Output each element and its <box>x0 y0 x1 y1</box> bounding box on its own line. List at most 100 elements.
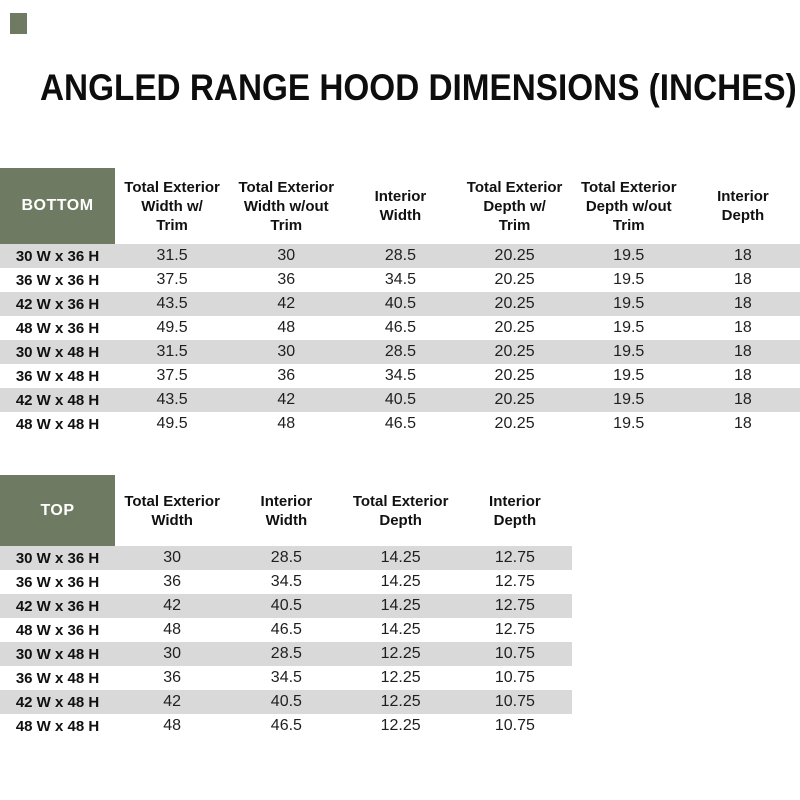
dimension-value: 42 <box>163 597 182 614</box>
dimension-value: 12.75 <box>494 549 535 566</box>
top-table-rows: 30 W x 36 H 30 28.5 14.25 12.75 36 W x 36 H 36… <box>0 546 572 738</box>
table-row: 48 W x 48 H 48 46.5 12.25 10.75 <box>0 714 572 738</box>
bottom-table-column-header: Total Exterior Width w/ Trim <box>124 178 220 234</box>
bottom-table-column-header: Total Exterior Width w/out Trim <box>238 178 335 234</box>
row-size-label: 48 W x 48 H <box>15 717 100 735</box>
dimension-value: 12.75 <box>494 597 535 614</box>
top-table-column-header: Interior Width <box>260 492 313 529</box>
top-table-column-header: Interior Depth <box>489 492 541 529</box>
dimension-value: 19.5 <box>613 319 645 336</box>
bottom-table-header-row: BOTTOM Total Exterior Width w/ Trim Total… <box>0 168 800 244</box>
dimension-value: 37.5 <box>156 367 188 384</box>
dimension-value: 14.25 <box>380 597 421 614</box>
dimension-value: 20.25 <box>494 247 535 264</box>
dimension-value: 28.5 <box>270 549 302 566</box>
dimension-value: 20.25 <box>494 391 535 408</box>
dimension-value: 30 <box>163 549 182 566</box>
bottom-table-column-header: Total Exterior Depth w/ Trim <box>466 178 563 234</box>
row-size-label: 48 W x 36 H <box>15 319 100 337</box>
dimension-value: 12.75 <box>494 621 535 638</box>
dimension-value: 19.5 <box>613 247 645 264</box>
bottom-table-rows: 30 W x 36 H 31.5 30 28.5 20.25 19.5 18 36 W x 3… <box>0 244 800 436</box>
dimension-value: 40.5 <box>384 391 416 408</box>
dimension-value: 42 <box>163 693 182 710</box>
table-row: 42 W x 36 H 43.5 42 40.5 20.25 19.5 18 <box>0 292 800 316</box>
dimension-value: 46.5 <box>384 319 416 336</box>
bottom-table-column-header: Interior Width <box>374 188 427 224</box>
dimension-value: 10.75 <box>494 645 535 662</box>
dimension-value: 12.25 <box>380 717 421 734</box>
dimension-value: 14.25 <box>380 549 421 566</box>
dimension-value: 34.5 <box>384 367 416 384</box>
bottom-table-column-header: Total Exterior Depth w/out Trim <box>580 178 677 234</box>
dimension-value: 49.5 <box>156 415 188 432</box>
dimension-value: 31.5 <box>156 247 188 264</box>
table-row: 36 W x 48 H 36 34.5 12.25 10.75 <box>0 666 572 690</box>
table-row: 30 W x 48 H 30 28.5 12.25 10.75 <box>0 642 572 666</box>
row-size-label: 30 W x 36 H <box>15 549 100 567</box>
row-size-label: 42 W x 36 H <box>15 295 100 313</box>
dimension-value: 10.75 <box>494 693 535 710</box>
row-size-label: 42 W x 48 H <box>15 693 100 711</box>
dimension-value: 10.75 <box>494 669 535 686</box>
dimension-value: 30 <box>277 343 296 360</box>
page-title: ANGLED RANGE HOOD DIMENSIONS (INCHES) <box>40 67 797 108</box>
row-size-label: 30 W x 48 H <box>15 645 100 663</box>
dimension-value: 14.25 <box>380 621 421 638</box>
dimension-value: 20.25 <box>494 343 535 360</box>
dimension-value: 20.25 <box>494 367 535 384</box>
bottom-table-column-header: Interior Depth <box>717 188 769 224</box>
dimension-value: 49.5 <box>156 319 188 336</box>
dimension-value: 18 <box>734 319 752 336</box>
dimension-value: 18 <box>734 295 752 312</box>
table-row: 36 W x 48 H 37.5 36 34.5 20.25 19.5 18 <box>0 364 800 388</box>
dimension-value: 36 <box>163 573 182 590</box>
dimension-value: 34.5 <box>270 669 302 686</box>
dimension-value: 48 <box>163 717 182 734</box>
dimension-value: 34.5 <box>384 271 416 288</box>
dimension-value: 43.5 <box>156 295 188 312</box>
dimension-value: 28.5 <box>270 645 302 662</box>
row-size-label: 36 W x 48 H <box>15 367 100 385</box>
dimension-value: 20.25 <box>494 415 535 432</box>
table-row: 42 W x 48 H 42 40.5 12.25 10.75 <box>0 690 572 714</box>
table-row: 36 W x 36 H 37.5 36 34.5 20.25 19.5 18 <box>0 268 800 292</box>
dimension-value: 30 <box>277 247 296 264</box>
dimension-value: 19.5 <box>613 343 645 360</box>
row-size-label: 30 W x 48 H <box>15 343 100 361</box>
dimension-value: 46.5 <box>270 717 302 734</box>
dimension-value: 28.5 <box>384 247 416 264</box>
row-size-label: 42 W x 36 H <box>15 597 100 615</box>
table-row: 48 W x 36 H 48 46.5 14.25 12.75 <box>0 618 572 642</box>
table-row: 48 W x 48 H 49.5 48 46.5 20.25 19.5 18 <box>0 412 800 436</box>
dimension-value: 28.5 <box>384 343 416 360</box>
dimension-value: 37.5 <box>156 271 188 288</box>
table-row: 36 W x 36 H 36 34.5 14.25 12.75 <box>0 570 572 594</box>
table-row: 42 W x 48 H 43.5 42 40.5 20.25 19.5 18 <box>0 388 800 412</box>
dimension-value: 36 <box>163 669 182 686</box>
dimension-value: 42 <box>277 391 296 408</box>
dimension-value: 20.25 <box>494 271 535 288</box>
dimension-value: 18 <box>734 343 752 360</box>
dimension-value: 43.5 <box>156 391 188 408</box>
table-row: 30 W x 36 H 30 28.5 14.25 12.75 <box>0 546 572 570</box>
corner-accent-square <box>10 13 27 34</box>
dimension-value: 19.5 <box>613 295 645 312</box>
dimension-value: 19.5 <box>613 415 645 432</box>
table-row: 48 W x 36 H 49.5 48 46.5 20.25 19.5 18 <box>0 316 800 340</box>
top-table-label: TOP <box>0 475 115 546</box>
dimension-value: 19.5 <box>613 271 645 288</box>
dimension-value: 14.25 <box>380 573 421 590</box>
table-row: 30 W x 36 H 31.5 30 28.5 20.25 19.5 18 <box>0 244 800 268</box>
dimension-value: 40.5 <box>384 295 416 312</box>
row-size-label: 48 W x 36 H <box>15 621 100 639</box>
dimension-value: 20.25 <box>494 295 535 312</box>
dimension-value: 36 <box>277 367 296 384</box>
dimension-value: 19.5 <box>613 391 645 408</box>
table-row: 42 W x 36 H 42 40.5 14.25 12.75 <box>0 594 572 618</box>
dimension-value: 12.25 <box>380 693 421 710</box>
dimension-value: 19.5 <box>613 367 645 384</box>
dimension-value: 48 <box>163 621 182 638</box>
dimension-value: 20.25 <box>494 319 535 336</box>
